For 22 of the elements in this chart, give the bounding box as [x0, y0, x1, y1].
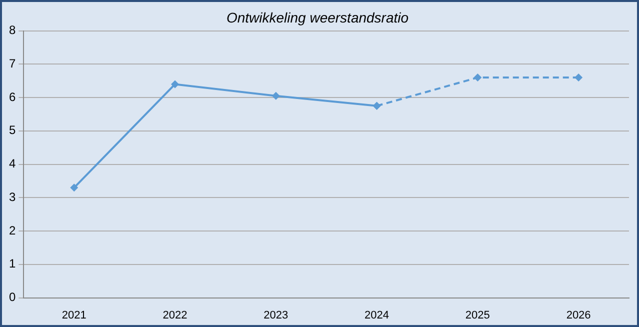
y-tick-label: 3 [8, 190, 16, 204]
y-tick-label: 5 [8, 123, 16, 138]
point [574, 74, 583, 82]
chart-title: Ontwikkeling weerstandsratio [226, 9, 409, 26]
point [171, 80, 180, 88]
x-tick-label: 2026 [566, 309, 591, 322]
point [372, 102, 381, 110]
x-tick-label: 2021 [62, 309, 86, 322]
point [272, 92, 280, 100]
y-tick-label: 6 [8, 90, 16, 104]
y-tick-label: 4 [8, 156, 16, 171]
x-tick-label: 2022 [162, 309, 188, 322]
y-tick-label: 2 [8, 223, 16, 238]
x-tick-label: 2025 [465, 309, 490, 322]
x-tick-label: 2023 [264, 309, 288, 322]
y-tick-label: 7 [8, 56, 16, 70]
y-tick-label: 0 [8, 290, 16, 304]
point [474, 74, 482, 82]
x-tick-label: 2024 [364, 309, 390, 322]
y-tick-label: 1 [8, 256, 16, 271]
point [70, 184, 78, 192]
y-tick-label: 8 [8, 23, 16, 38]
